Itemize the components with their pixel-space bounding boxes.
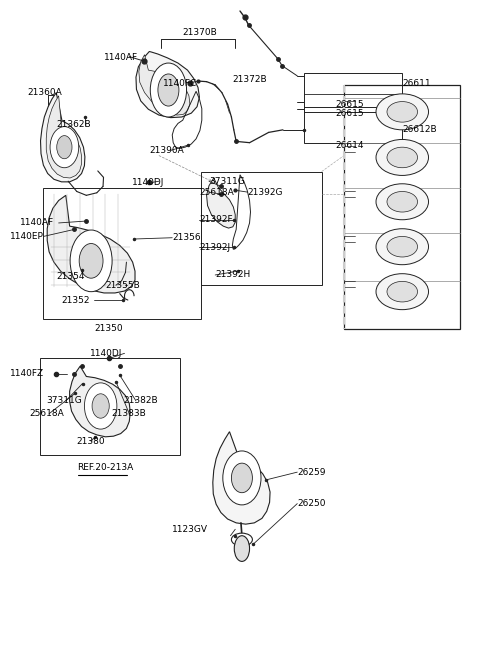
Bar (344, 85, 459, 329)
Text: 1140DJ: 1140DJ (90, 349, 122, 358)
Ellipse shape (231, 463, 252, 493)
Ellipse shape (387, 192, 418, 212)
Bar (39, 358, 180, 455)
Ellipse shape (70, 230, 112, 292)
Text: 37311G: 37311G (209, 177, 245, 186)
Text: 26612B: 26612B (402, 125, 437, 134)
Text: 1140FC: 1140FC (163, 79, 197, 88)
Ellipse shape (387, 147, 418, 168)
Text: 21356: 21356 (172, 233, 201, 243)
Text: 26250: 26250 (297, 499, 326, 508)
Text: 21370B: 21370B (182, 28, 217, 37)
Polygon shape (139, 55, 190, 115)
Polygon shape (213, 432, 270, 524)
Text: 21372B: 21372B (233, 75, 267, 84)
Text: 26615: 26615 (336, 108, 364, 117)
Text: 21390A: 21390A (149, 146, 184, 155)
Text: 21380: 21380 (77, 437, 106, 446)
Text: 26614: 26614 (336, 141, 364, 150)
Text: 21383B: 21383B (111, 409, 146, 418)
Text: 1140EP: 1140EP (10, 232, 44, 241)
Polygon shape (70, 366, 130, 437)
Ellipse shape (84, 383, 117, 429)
Text: 21382B: 21382B (123, 396, 158, 405)
Ellipse shape (150, 63, 187, 117)
Text: 1140AF: 1140AF (104, 53, 138, 62)
Text: 21352: 21352 (61, 295, 90, 304)
Bar (304, 74, 402, 112)
Ellipse shape (376, 229, 429, 264)
Ellipse shape (92, 394, 109, 418)
Ellipse shape (376, 273, 429, 310)
Text: 21362B: 21362B (56, 120, 91, 129)
Bar (304, 107, 402, 143)
Text: 26615: 26615 (336, 99, 364, 108)
Polygon shape (47, 195, 135, 293)
Polygon shape (46, 96, 82, 178)
Text: 21392G: 21392G (248, 188, 283, 197)
Polygon shape (206, 178, 235, 228)
Polygon shape (136, 52, 199, 117)
Ellipse shape (50, 126, 79, 168)
Text: 25618A: 25618A (29, 409, 64, 418)
Ellipse shape (387, 101, 418, 122)
Text: 25618A: 25618A (199, 188, 234, 197)
Ellipse shape (376, 139, 429, 175)
Text: 21360A: 21360A (28, 88, 62, 97)
Text: REF.20-213A: REF.20-213A (77, 463, 133, 472)
Text: 21392J: 21392J (199, 243, 230, 252)
Text: 26259: 26259 (297, 468, 326, 477)
Text: 1140DJ: 1140DJ (132, 178, 164, 187)
Ellipse shape (57, 135, 72, 159)
Ellipse shape (376, 184, 429, 220)
Ellipse shape (387, 237, 418, 257)
Bar (201, 172, 322, 285)
Text: 26611: 26611 (402, 79, 431, 88)
Text: 21392H: 21392H (215, 270, 251, 279)
Text: 1140AF: 1140AF (20, 219, 54, 228)
Ellipse shape (223, 451, 261, 505)
Bar (43, 188, 201, 319)
Ellipse shape (158, 74, 179, 106)
Text: 1140FZ: 1140FZ (10, 370, 44, 379)
Polygon shape (40, 93, 85, 182)
Text: 1123GV: 1123GV (172, 525, 208, 534)
Text: 21392F: 21392F (199, 215, 233, 224)
Ellipse shape (79, 244, 103, 278)
Ellipse shape (231, 533, 252, 546)
Text: 21355B: 21355B (106, 281, 140, 290)
Text: 21350: 21350 (95, 324, 123, 333)
Text: 37311G: 37311G (47, 396, 83, 405)
Ellipse shape (387, 281, 418, 302)
Text: 21354: 21354 (56, 272, 85, 281)
Ellipse shape (376, 94, 429, 130)
Ellipse shape (234, 536, 250, 561)
